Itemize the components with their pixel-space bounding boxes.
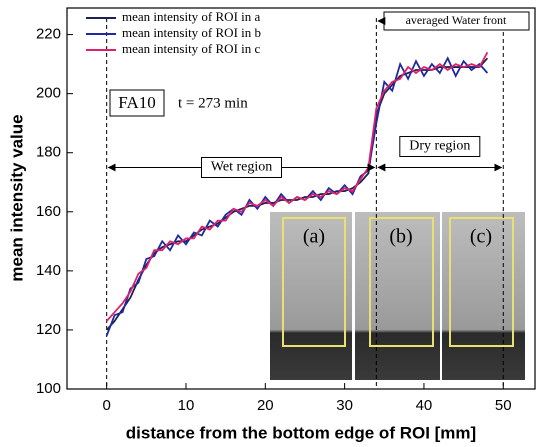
annotation: FA10 [118, 93, 155, 112]
x-tick-label: 40 [416, 397, 433, 414]
y-tick-label: 180 [36, 144, 61, 161]
inset-label: (b) [389, 226, 412, 248]
y-tick-label: 200 [36, 85, 61, 102]
legend-label: mean intensity of ROI in b [122, 25, 261, 40]
annotation: t = 273 min [178, 95, 248, 111]
legend-label: mean intensity of ROI in a [122, 9, 261, 24]
y-axis-label: mean intensity value [7, 114, 26, 281]
series-line [105, 57, 489, 331]
plot-frame [66, 7, 536, 390]
annotation-box [399, 135, 481, 157]
y-tick-label: 140 [36, 262, 61, 279]
y-tick-label: 100 [36, 380, 61, 397]
legend-label: mean intensity of ROI in c [122, 41, 261, 56]
y-tick-label: 220 [36, 26, 61, 43]
y-tick-label: 120 [36, 321, 61, 338]
annotation-box [201, 156, 283, 178]
x-tick-label: 0 [102, 397, 110, 414]
x-tick-label: 10 [178, 397, 195, 414]
annotation: averaged Water front [406, 13, 507, 27]
series-line [105, 51, 489, 322]
annotation: Dry region [409, 139, 470, 154]
inset-label: (c) [470, 226, 492, 248]
inset-label: (a) [303, 226, 325, 248]
annotation: Wet region [211, 160, 272, 175]
x-tick-label: 30 [336, 397, 353, 414]
y-tick-label: 160 [36, 203, 61, 220]
inset-image [270, 212, 525, 380]
x-tick-label: 20 [257, 397, 274, 414]
x-axis-label: distance from the bottom edge of ROI [mm… [126, 423, 476, 442]
x-tick-label: 50 [495, 397, 512, 414]
annotation-box [109, 89, 165, 117]
